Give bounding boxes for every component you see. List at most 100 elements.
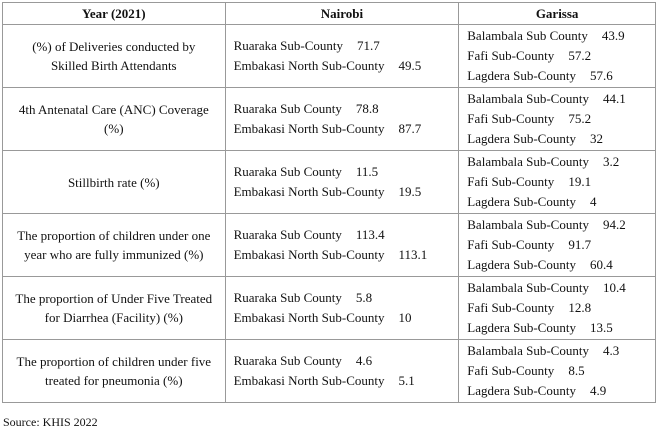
sub-county-name: Embakasi North Sub-County xyxy=(233,184,385,199)
garissa-cell: Balambala Sub-County 44.1 Fafi Sub-County 7… xyxy=(458,87,656,151)
sub-county-entry: Ruaraka Sub County 4.6 xyxy=(226,351,459,371)
sub-county-value: 44.1 xyxy=(602,91,626,106)
sub-county-entry: Balambala Sub-County 44.1 xyxy=(459,89,655,109)
table-row: Stillbirth rate (%) Ruaraka Sub County 11.… xyxy=(2,150,656,214)
sub-county-name: Fafi Sub-County xyxy=(467,174,555,189)
sub-county-name: Ruaraka Sub County xyxy=(233,164,342,179)
sub-county-name: Ruaraka Sub County xyxy=(233,101,342,116)
sub-county-entry: Balambala Sub-County 4.3 xyxy=(459,341,655,361)
sub-county-entry: Balambala Sub-County 94.2 xyxy=(459,215,655,235)
sub-county-entry: Fafi Sub-County 8.5 xyxy=(459,361,655,381)
sub-county-entry: Fafi Sub-County 91.7 xyxy=(459,235,655,255)
sub-county-value: 87.7 xyxy=(398,121,422,136)
sub-county-name: Fafi Sub-County xyxy=(467,237,555,252)
table-row: The proportion of children under five tr… xyxy=(2,339,656,403)
indicator-cell: (%) of Deliveries conducted by Skilled B… xyxy=(2,24,226,88)
garissa-cell: Balambala Sub-County 10.4 Fafi Sub-County 1… xyxy=(458,276,656,340)
sub-county-value: 4.9 xyxy=(589,383,607,398)
sub-county-name: Balambala Sub-County xyxy=(467,91,589,106)
nairobi-cell: Ruaraka Sub-County 71.7 Embakasi North Sub… xyxy=(224,24,460,88)
sub-county-entry: Fafi Sub-County 12.8 xyxy=(459,298,655,318)
table-row: (%) of Deliveries conducted by Skilled B… xyxy=(2,24,656,88)
table-body: (%) of Deliveries conducted by Skilled B… xyxy=(2,24,656,403)
sub-county-name: Lagdera Sub-County xyxy=(467,194,576,209)
sub-county-entry: Ruaraka Sub County 5.8 xyxy=(226,288,459,308)
sub-county-name: Lagdera Sub-County xyxy=(467,383,576,398)
table-head: Year (2021) Nairobi Garissa xyxy=(2,2,656,25)
table-row: The proportion of children under one yea… xyxy=(2,213,656,277)
indicator-cell: The proportion of children under one yea… xyxy=(2,213,226,277)
sub-county-value: 113.4 xyxy=(355,227,385,242)
header-cell: Nairobi xyxy=(224,2,460,25)
indicator-cell: The proportion of children under five tr… xyxy=(2,339,226,403)
sub-county-entry: Embakasi North Sub-County 5.1 xyxy=(226,371,459,391)
nairobi-cell: Ruaraka Sub County 4.6 Embakasi North Sub-… xyxy=(224,339,460,403)
garissa-cell: Balambala Sub-County 3.2 Fafi Sub-County 19… xyxy=(458,150,656,214)
sub-county-value: 94.2 xyxy=(602,217,626,232)
sub-county-value: 78.8 xyxy=(355,101,379,116)
sub-county-value: 4 xyxy=(589,194,597,209)
sub-county-value: 57.2 xyxy=(568,48,592,63)
sub-county-entry: Lagdera Sub-County 13.5 xyxy=(459,318,655,338)
sub-county-value: 57.6 xyxy=(589,68,613,83)
sub-county-entry: Embakasi North Sub-County 10 xyxy=(226,308,459,328)
sub-county-value: 4.6 xyxy=(355,353,373,368)
nairobi-cell: Ruaraka Sub County 5.8 Embakasi North Sub-… xyxy=(224,276,460,340)
sub-county-name: Balambala Sub-County xyxy=(467,154,589,169)
sub-county-value: 19.1 xyxy=(568,174,592,189)
sub-county-name: Embakasi North Sub-County xyxy=(233,58,385,73)
sub-county-value: 8.5 xyxy=(568,363,585,378)
sub-county-name: Balambala Sub County xyxy=(467,28,588,43)
sub-county-name: Fafi Sub-County xyxy=(467,111,555,126)
sub-county-name: Fafi Sub-County xyxy=(467,300,555,315)
sub-county-entry: Ruaraka Sub County 11.5 xyxy=(226,162,459,182)
garissa-cell: Balambala Sub-County 94.2 Fafi Sub-County 9… xyxy=(458,213,656,277)
sub-county-entry: Lagdera Sub-County 57.6 xyxy=(459,66,655,86)
sub-county-value: 5.1 xyxy=(398,373,415,388)
sub-county-entry: Embakasi North Sub-County 49.5 xyxy=(226,56,459,76)
sub-county-entry: Ruaraka Sub County 78.8 xyxy=(226,99,459,119)
header-cell: Garissa xyxy=(458,2,656,25)
sub-county-name: Lagdera Sub-County xyxy=(467,68,576,83)
sub-county-value: 71.7 xyxy=(356,38,380,53)
header-cell: Year (2021) xyxy=(2,2,226,25)
sub-county-name: Balambala Sub-County xyxy=(467,343,589,358)
sub-county-name: Embakasi North Sub-County xyxy=(233,247,385,262)
nairobi-cell: Ruaraka Sub County 11.5 Embakasi North Sub… xyxy=(224,150,460,214)
nairobi-cell: Ruaraka Sub County 113.4 Embakasi North Su… xyxy=(224,213,460,277)
sub-county-name: Ruaraka Sub County xyxy=(233,290,342,305)
sub-county-entry: Embakasi North Sub-County 19.5 xyxy=(226,182,459,202)
sub-county-entry: Lagdera Sub-County 4 xyxy=(459,192,655,212)
indicator-cell: The proportion of Under Five Treated for… xyxy=(2,276,226,340)
sub-county-value: 19.5 xyxy=(398,184,422,199)
sub-county-entry: Balambala Sub-County 3.2 xyxy=(459,152,655,172)
sub-county-name: Embakasi North Sub-County xyxy=(233,121,385,136)
sub-county-value: 60.4 xyxy=(589,257,613,272)
garissa-cell: Balambala Sub County 43.9 Fafi Sub-County 5… xyxy=(458,24,656,88)
sub-county-value: 75.2 xyxy=(568,111,592,126)
sub-county-entry: Balambala Sub-County 10.4 xyxy=(459,278,655,298)
data-table: Year (2021) Nairobi Garissa (%) of Deliv… xyxy=(2,2,656,403)
sub-county-value: 10 xyxy=(398,310,412,325)
sub-county-value: 11.5 xyxy=(355,164,379,179)
garissa-cell: Balambala Sub-County 4.3 Fafi Sub-County 8.… xyxy=(458,339,656,403)
sub-county-entry: Embakasi North Sub-County 113.1 xyxy=(226,245,459,265)
sub-county-value: 32 xyxy=(589,131,603,146)
sub-county-name: Fafi Sub-County xyxy=(467,48,555,63)
sub-county-value: 5.8 xyxy=(355,290,373,305)
indicator-cell: Stillbirth rate (%) xyxy=(2,150,226,214)
sub-county-name: Lagdera Sub-County xyxy=(467,131,576,146)
table-row: The proportion of Under Five Treated for… xyxy=(2,276,656,340)
sub-county-name: Ruaraka Sub County xyxy=(233,353,342,368)
sub-county-entry: Fafi Sub-County 57.2 xyxy=(459,46,655,66)
sub-county-value: 4.3 xyxy=(602,343,620,358)
sub-county-entry: Ruaraka Sub County 113.4 xyxy=(226,225,459,245)
sub-county-entry: Fafi Sub-County 75.2 xyxy=(459,109,655,129)
sub-county-value: 91.7 xyxy=(568,237,592,252)
sub-county-name: Ruaraka Sub County xyxy=(233,227,342,242)
indicator-cell: 4th Antenatal Care (ANC) Coverage (%) xyxy=(2,87,226,151)
sub-county-entry: Ruaraka Sub-County 71.7 xyxy=(226,36,459,56)
sub-county-value: 3.2 xyxy=(602,154,620,169)
sub-county-entry: Lagdera Sub-County 4.9 xyxy=(459,381,655,401)
